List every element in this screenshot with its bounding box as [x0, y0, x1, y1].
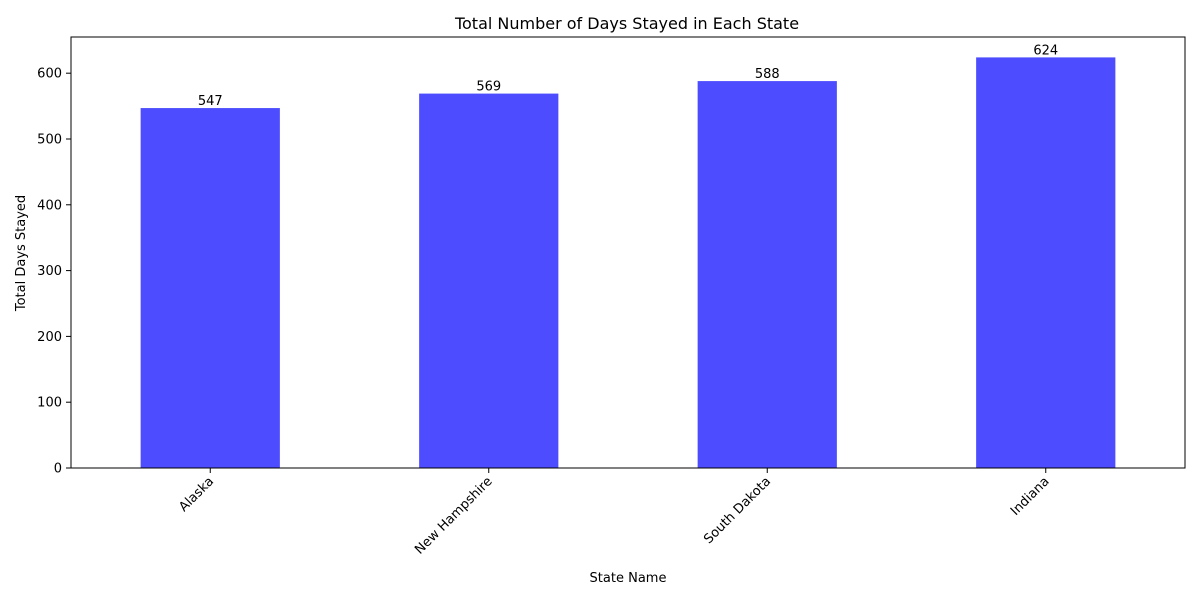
- y-tick-label: 200: [37, 330, 62, 345]
- x-axis-label: State Name: [590, 571, 667, 586]
- bar-value-label: 588: [755, 67, 780, 82]
- bar-new-hampshire: [419, 93, 559, 469]
- x-tick-label: Indiana: [1008, 474, 1053, 519]
- y-tick-label: 0: [54, 462, 62, 477]
- y-tick-label: 400: [37, 198, 62, 213]
- x-tick-label: South Dakota: [701, 474, 774, 547]
- y-tick-label: 600: [37, 67, 62, 82]
- y-tick-label: 300: [37, 264, 62, 279]
- bar-indiana: [976, 57, 1116, 469]
- chart-title: Total Number of Days Stayed in Each Stat…: [454, 14, 799, 33]
- y-tick-label: 500: [37, 132, 62, 147]
- bar-value-label: 569: [476, 80, 501, 95]
- x-tick-label: New Hampshire: [412, 474, 495, 557]
- bar-value-label: 624: [1033, 43, 1058, 58]
- x-tick-label: Alaska: [176, 474, 217, 515]
- bar-alaska: [140, 108, 280, 469]
- plot-area: 547 Alaska 569 New Hampshire 588 South Dakota…: [37, 36, 1186, 558]
- bar-value-label: 547: [198, 94, 223, 109]
- bar-south-dakota: [697, 81, 837, 468]
- axes-frame: [70, 36, 1186, 469]
- y-tick-label: 100: [37, 396, 62, 411]
- y-axis-label: Total Days Stayed: [14, 195, 29, 312]
